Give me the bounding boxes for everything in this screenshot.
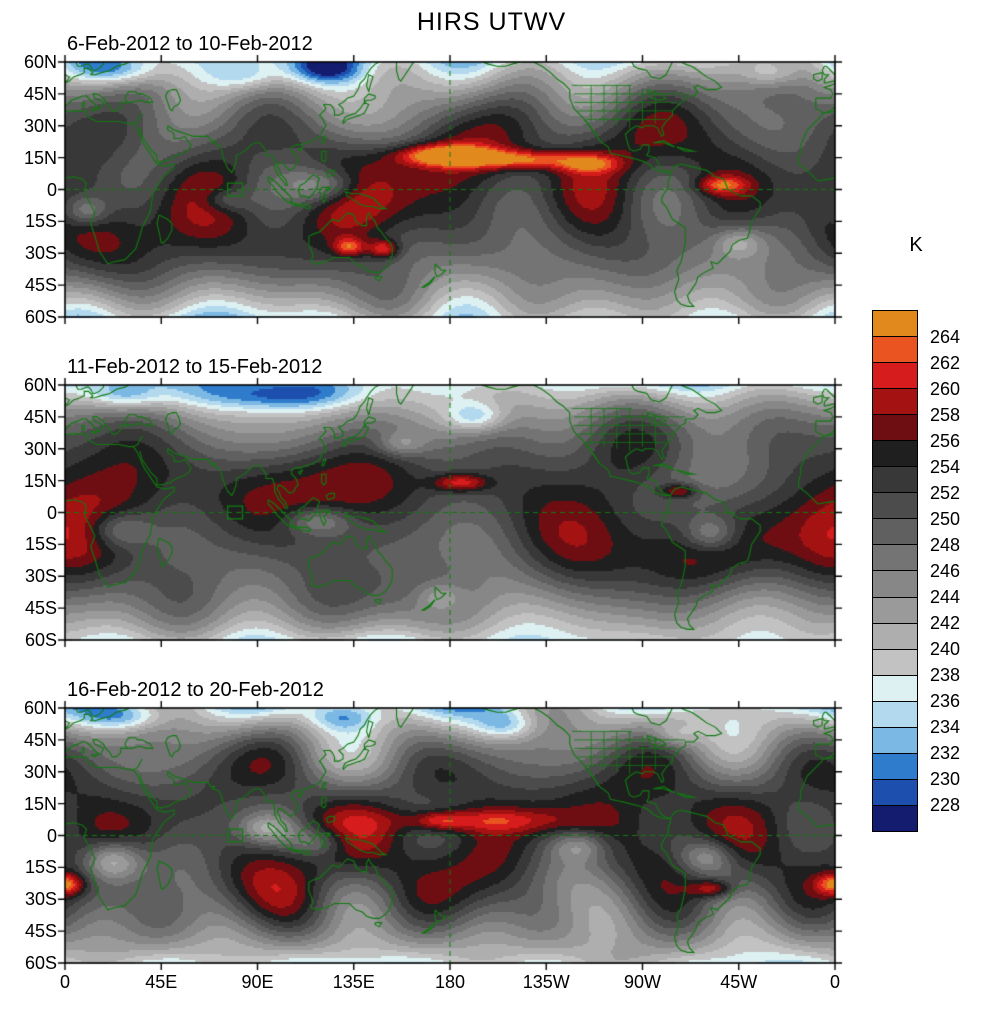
lat-tick-label: 15S	[24, 211, 57, 232]
lat-tick-label: 15S	[24, 857, 57, 878]
lat-tick-label: 30N	[23, 761, 57, 782]
colorbar-box	[873, 518, 917, 545]
lat-tick-label: 0	[46, 825, 57, 846]
colorbar-box	[873, 622, 917, 649]
colorbar-box	[873, 492, 917, 519]
colorbar-tick-label: 244	[930, 587, 961, 607]
lat-tick-label: 45N	[23, 406, 57, 427]
lat-tick-label: 30N	[23, 115, 57, 136]
colorbar-box	[873, 466, 917, 493]
colorbar-box	[873, 362, 917, 389]
lon-tick-label: 90E	[241, 972, 274, 992]
lat-tick-label: 30N	[23, 438, 57, 459]
colorbar-tick-label: 258	[930, 405, 961, 425]
lat-tick-label: 60S	[24, 953, 57, 973]
colorbar-unit-label: K	[909, 234, 923, 256]
colorbar-tick-label: 248	[930, 535, 961, 555]
colorbar-box	[873, 414, 917, 441]
lon-tick-label: 135W	[522, 972, 570, 992]
map-canvas-panel-2	[55, 375, 845, 650]
lat-tick-label: 0	[46, 502, 57, 523]
colorbar-tick-label: 252	[930, 483, 961, 503]
lat-tick-label: 30S	[24, 889, 57, 910]
lat-tick-label: 15N	[23, 793, 57, 814]
colorbar-box	[873, 570, 917, 597]
colorbar-box	[873, 311, 917, 337]
colorbar-box	[873, 778, 917, 805]
colorbar-tick-label: 242	[930, 613, 961, 633]
lat-tick-label: 15N	[23, 147, 57, 168]
lat-tick-label: 60N	[23, 375, 57, 395]
lat-tick-label: 45S	[24, 921, 57, 942]
colorbar-box	[873, 752, 917, 779]
colorbar-box	[873, 648, 917, 675]
lat-tick-label: 60N	[23, 52, 57, 72]
lat-tick-label: 60S	[24, 307, 57, 327]
lat-tick-label: 60S	[24, 630, 57, 650]
colorbar-tick-label: 228	[930, 795, 961, 815]
colorbar-tick-label: 232	[930, 743, 961, 763]
lat-tick-label: 15S	[24, 534, 57, 555]
colorbar-tick-label: 264	[930, 327, 961, 347]
colorbar-box	[873, 700, 917, 727]
colorbar-tick-label: 254	[930, 457, 961, 477]
colorbar-box	[873, 544, 917, 571]
colorbar-tick-label: 230	[930, 769, 961, 789]
map-canvas-panel-3	[55, 698, 845, 973]
lon-tick-label: 0	[59, 972, 70, 992]
colorbar-tick-label: 236	[930, 691, 961, 711]
lat-tick-label: 15N	[23, 470, 57, 491]
lat-tick-label: 45S	[24, 275, 57, 296]
lat-tick-label: 45N	[23, 83, 57, 104]
lat-tick-label: 60N	[23, 698, 57, 718]
colorbar-box	[873, 804, 917, 831]
colorbar-box	[873, 596, 917, 623]
map-panel-1: 6-Feb-2012 to 10-Feb-2012 60N 45N 30N 15N 0 1…	[24, 33, 845, 327]
colorbar-tick-label: 246	[930, 561, 961, 581]
lon-tick-label: 135E	[332, 972, 375, 992]
lon-tick-label: 0	[829, 972, 840, 992]
colorbar-box	[873, 440, 917, 467]
colorbar-box	[873, 726, 917, 753]
colorbar	[872, 310, 918, 832]
lat-tick-label: 30S	[24, 566, 57, 587]
colorbar-tick-label: 256	[930, 431, 961, 451]
map-panel-3: 16-Feb-2012 to 20-Feb-2012 60N 45N 30N 15N 0…	[24, 679, 845, 992]
panel-3-date-range: 16-Feb-2012 to 20-Feb-2012	[67, 679, 324, 701]
colorbar-box	[873, 336, 917, 363]
colorbar-box	[873, 674, 917, 701]
lon-tick-label: 45E	[145, 972, 178, 992]
map-canvas-panel-1	[55, 52, 845, 327]
lat-tick-label: 45S	[24, 598, 57, 619]
lat-tick-label: 45N	[23, 729, 57, 750]
map-panel-2: 11-Feb-2012 to 15-Feb-2012 60N 45N 30N 15N 0…	[24, 356, 845, 650]
lon-tick-label: 45W	[720, 972, 758, 992]
colorbar-tick-label: 238	[930, 665, 961, 685]
lon-tick-label: 90W	[623, 972, 661, 992]
colorbar-box	[873, 388, 917, 415]
lat-tick-label: 30S	[24, 243, 57, 264]
lon-tick-label: 180	[434, 972, 466, 992]
figure-title: HIRS UTWV	[416, 8, 567, 36]
colorbar-tick-label: 240	[930, 639, 961, 659]
colorbar-tick-label: 250	[930, 509, 961, 529]
lat-tick-label: 0	[46, 179, 57, 200]
colorbar-tick-label: 260	[930, 379, 961, 399]
colorbar-tick-label: 262	[930, 353, 961, 373]
panel-2-date-range: 11-Feb-2012 to 15-Feb-2012	[67, 356, 323, 378]
colorbar-tick-label: 234	[930, 717, 961, 737]
panel-1-date-range: 6-Feb-2012 to 10-Feb-2012	[67, 33, 313, 55]
